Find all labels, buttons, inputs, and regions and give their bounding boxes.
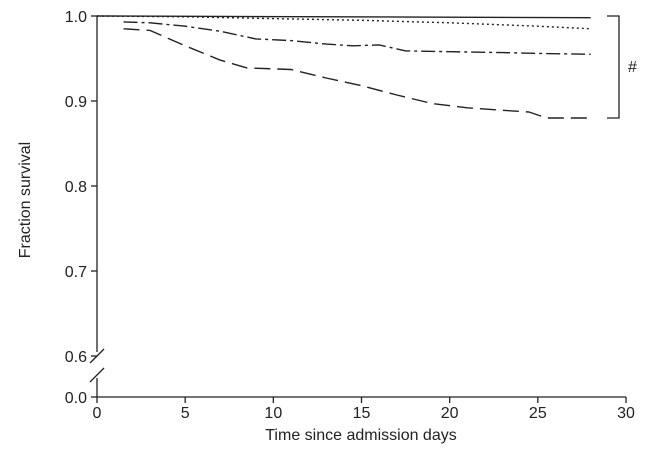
y-tick-label: 0.0 [65, 390, 87, 407]
axes [89, 16, 626, 398]
significance-bracket [607, 15, 620, 119]
x-tick-label: 0 [93, 405, 102, 422]
series-layer [96, 15, 591, 119]
y-tick-label: 0.6 [65, 349, 87, 366]
y-tick-label: 1.0 [65, 9, 87, 26]
x-tick-label: 25 [529, 405, 547, 422]
y-tick-label: 0.7 [65, 264, 87, 281]
x-tick-label: 5 [181, 405, 190, 422]
x-tick-label: 30 [617, 405, 635, 422]
annotation-layer: # [607, 15, 637, 119]
x-tick-label: 15 [353, 405, 371, 422]
x-tick-label: 10 [264, 405, 282, 422]
y-axis-title: Fraction survival [17, 142, 34, 258]
x-axis-title: Time since admission days [265, 427, 456, 444]
ticks-layer: 1.0 0.9 0.8 0.7 0.6 0.0 0 5 10 15 20 25 30 [65, 9, 635, 422]
y-axis-break-mark [89, 367, 105, 383]
series-line-dotted [96, 15, 591, 30]
significance-marker: # [628, 59, 637, 76]
series-line-long-dash [123, 28, 591, 119]
series-line-solid [96, 15, 591, 19]
y-tick-label: 0.9 [65, 94, 87, 111]
x-tick-label: 20 [441, 405, 459, 422]
y-tick-label: 0.8 [65, 179, 87, 196]
